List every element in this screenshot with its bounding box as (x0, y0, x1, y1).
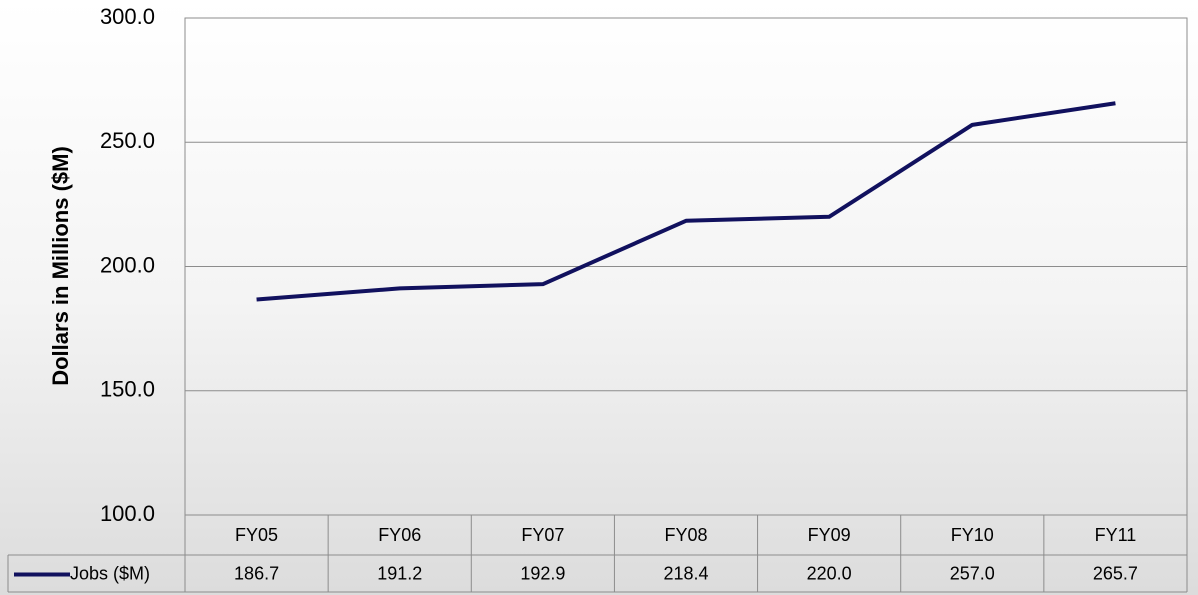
x-tick-label: FY05 (235, 525, 278, 545)
data-table-value: 186.7 (234, 563, 279, 583)
data-table-value: 265.7 (1093, 563, 1138, 583)
data-table-value: 257.0 (950, 563, 995, 583)
y-tick-label: 100.0 (100, 501, 155, 526)
y-tick-label: 250.0 (100, 128, 155, 153)
x-tick-label: FY11 (1095, 525, 1137, 545)
y-tick-label: 300.0 (100, 4, 155, 29)
x-tick-label: FY07 (521, 525, 564, 545)
legend-label: Jobs ($M) (70, 563, 150, 583)
data-line (256, 101, 1116, 302)
y-axis-title: Dollars in Millions ($M) (48, 146, 73, 386)
data-table-value: 220.0 (807, 563, 852, 583)
data-table-value: 191.2 (377, 563, 422, 583)
x-tick-label: FY10 (951, 525, 994, 545)
x-tick-label: FY06 (378, 525, 421, 545)
y-tick-label: 150.0 (100, 377, 155, 402)
x-tick-label: FY08 (664, 525, 707, 545)
data-table-value: 218.4 (663, 563, 708, 583)
y-tick-label: 200.0 (100, 252, 155, 277)
x-tick-label: FY09 (808, 525, 851, 545)
data-table-value: 192.9 (520, 563, 565, 583)
